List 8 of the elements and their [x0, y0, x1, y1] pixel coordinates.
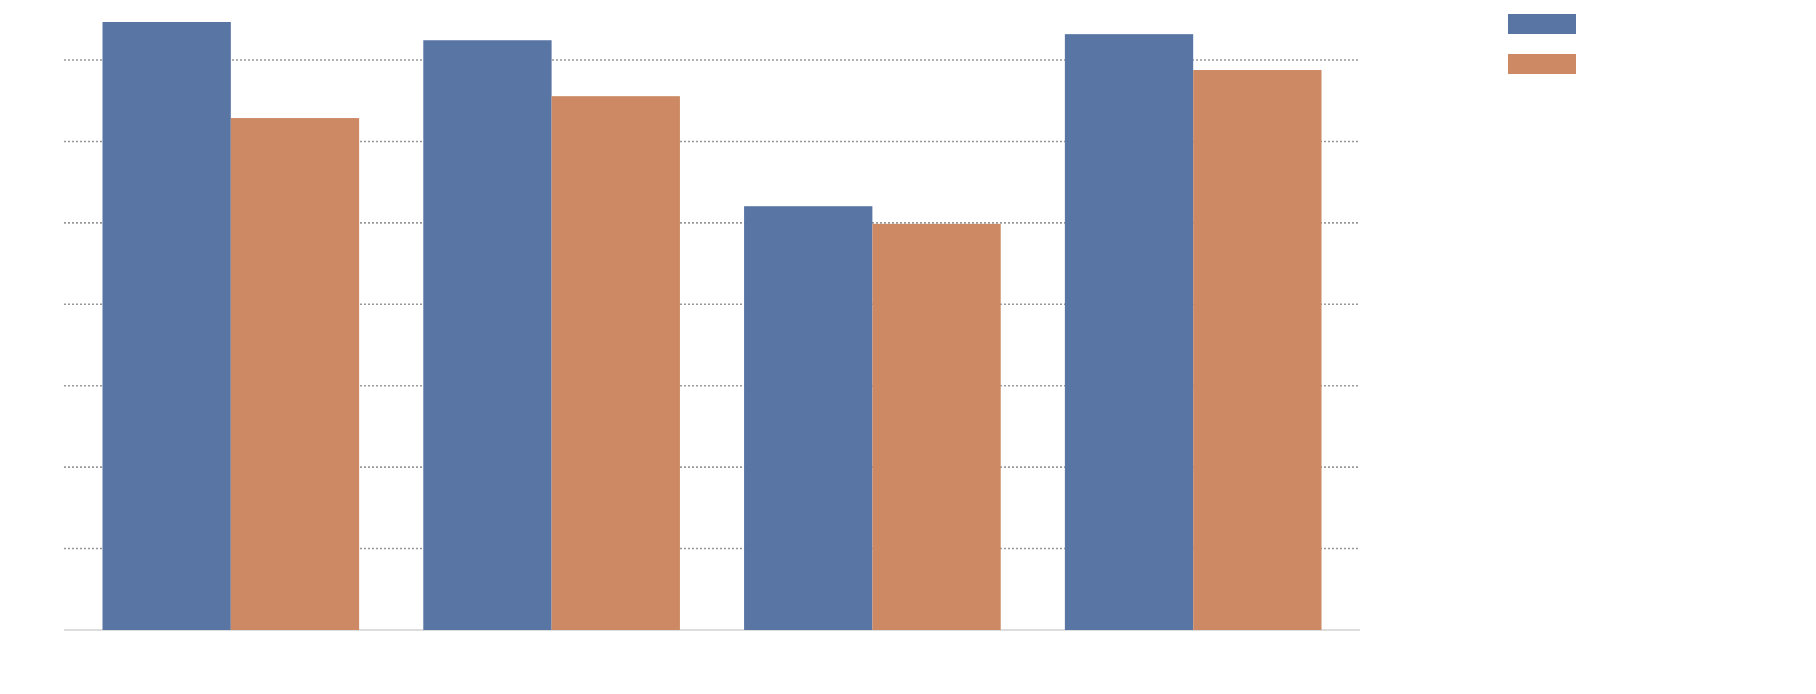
- bar: [423, 40, 552, 630]
- bar: [230, 118, 360, 630]
- bar: [551, 96, 680, 630]
- bar: [102, 22, 231, 630]
- bar: [744, 206, 873, 630]
- bar: [1064, 34, 1194, 630]
- bar: [872, 223, 1001, 630]
- bar: [1193, 70, 1322, 630]
